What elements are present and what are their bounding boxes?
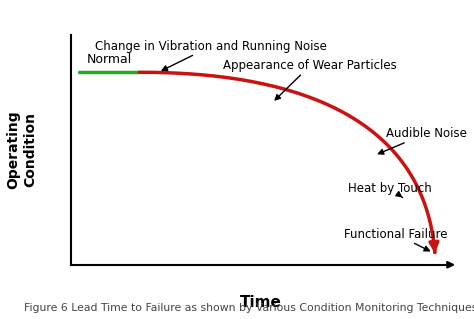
Text: Time: Time: [240, 295, 282, 310]
Text: Normal: Normal: [86, 53, 131, 66]
Text: Appearance of Wear Particles: Appearance of Wear Particles: [223, 59, 397, 100]
Text: Functional Failure: Functional Failure: [344, 228, 447, 251]
Text: Heat by Touch: Heat by Touch: [348, 182, 432, 197]
Text: Audible Noise: Audible Noise: [378, 127, 467, 154]
Text: Operating
Condition: Operating Condition: [7, 111, 37, 189]
Text: Figure 6 Lead Time to Failure as shown by Various Condition Monitoring Technique: Figure 6 Lead Time to Failure as shown b…: [24, 303, 474, 313]
Text: Change in Vibration and Running Noise: Change in Vibration and Running Noise: [95, 40, 328, 70]
